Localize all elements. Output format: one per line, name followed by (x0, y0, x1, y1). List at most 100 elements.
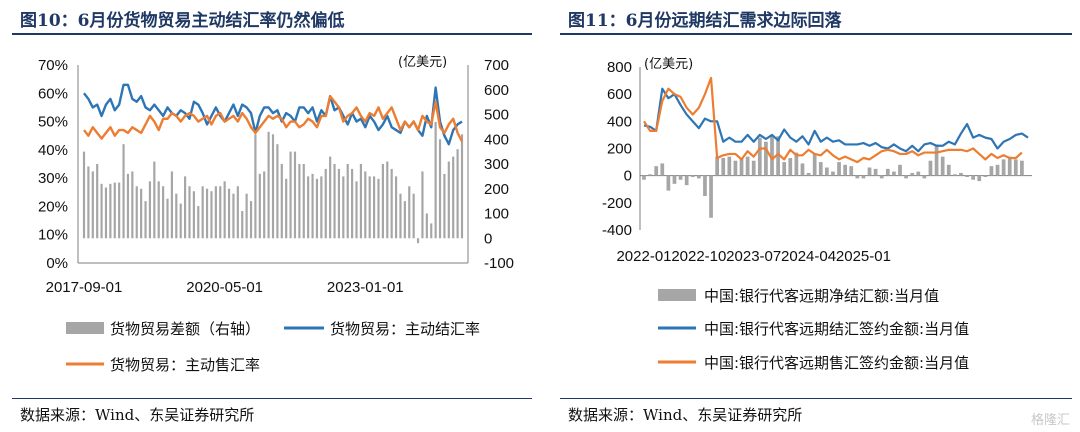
bar (690, 175, 695, 178)
bar (153, 161, 156, 239)
bar (861, 175, 866, 179)
y-left-tick-label: 60% (38, 85, 68, 102)
bar (764, 141, 768, 176)
bar (824, 167, 829, 176)
bar (934, 144, 939, 176)
legend-swatch-bar (658, 289, 696, 301)
y-right-tick-label: 400 (484, 131, 509, 148)
bar (100, 183, 103, 239)
bar (118, 182, 121, 239)
unit-label: (亿美元) (644, 57, 693, 72)
bar (782, 162, 787, 176)
bar (276, 144, 279, 239)
bar (82, 151, 86, 239)
bar (184, 176, 187, 239)
bar (971, 175, 976, 180)
legend-label: 货物贸易：主动售汇率 (110, 356, 260, 374)
bar (104, 187, 108, 239)
bar (311, 173, 314, 239)
bar (355, 181, 358, 239)
source-rule (12, 398, 532, 399)
bar (1013, 159, 1018, 176)
y-tick-label: 400 (607, 113, 632, 130)
bar (175, 193, 178, 239)
bar (333, 164, 336, 239)
bar (946, 164, 951, 176)
bar (684, 175, 689, 186)
bar (904, 175, 908, 179)
bar (412, 193, 415, 239)
bar (192, 191, 195, 239)
bar (131, 171, 134, 239)
bar (289, 151, 292, 239)
title-rule (560, 33, 1072, 35)
bar (390, 168, 393, 239)
source-note: 数据来源：Wind、东吴证券研究所 (568, 406, 803, 424)
y-right-tick-label: 500 (484, 107, 509, 124)
bar (879, 175, 884, 179)
bar (109, 183, 112, 239)
legend-label: 中国:银行代客远期结汇签约金额:当月值 (704, 320, 969, 338)
bar (642, 175, 646, 180)
bar (1020, 160, 1024, 176)
x-tick-label: 2017-09-01 (46, 279, 123, 296)
bar (271, 134, 275, 239)
bar (201, 186, 204, 239)
y-tick-label: 600 (607, 86, 632, 103)
y-tick-label: 200 (607, 141, 632, 158)
bar (776, 136, 780, 176)
bar (794, 152, 799, 176)
bar (751, 160, 756, 176)
right-figure: 图11：6月份远期结汇需求边际回落 -400 -200 0 200 400 600 800 (… (548, 0, 1080, 432)
bar (386, 161, 389, 239)
bar (144, 201, 147, 239)
figure-title: 图11：6月份远期结汇需求边际回落 (568, 11, 842, 31)
bar (739, 158, 744, 176)
bar (166, 198, 169, 239)
bar (703, 175, 707, 197)
bar (1007, 156, 1012, 176)
bar (337, 168, 341, 239)
y-tick-label: 800 (607, 59, 632, 76)
bar (351, 168, 354, 239)
bar (745, 156, 750, 176)
bar (135, 186, 138, 239)
bar (91, 171, 94, 239)
source-rule (560, 398, 1072, 399)
bar (302, 164, 305, 239)
bar (381, 164, 384, 239)
bar (770, 134, 774, 176)
bar (965, 175, 969, 178)
legend-label: 货物贸易差额（右轴） (110, 320, 260, 338)
bar (443, 173, 446, 239)
y-left-tick-label: 20% (38, 198, 68, 215)
bar (456, 149, 459, 239)
bar (346, 164, 349, 239)
unit-label: (亿美元) (398, 55, 447, 70)
y-right-tick-label: 700 (484, 57, 509, 74)
bar (910, 172, 915, 176)
bar (179, 203, 182, 239)
bar (223, 181, 226, 239)
bar (96, 164, 99, 239)
bar (403, 201, 406, 239)
x-tick-label: 2023-01-01 (327, 279, 404, 296)
bar (788, 158, 793, 176)
bar (727, 156, 732, 176)
bar (425, 213, 428, 239)
bar (672, 175, 677, 184)
bar (241, 211, 244, 239)
bar (460, 134, 464, 239)
bar (733, 160, 738, 176)
bar (219, 186, 222, 239)
watermark-logo: 格隆汇 (1030, 413, 1070, 428)
bar (408, 186, 411, 239)
bar (315, 178, 319, 239)
bar (258, 173, 261, 239)
x-tick-label: 2024-04 (781, 248, 836, 265)
bar (148, 181, 152, 239)
series-line-sell-rate (83, 94, 464, 142)
y-left-tick-label: 0% (46, 255, 68, 272)
bar (140, 188, 143, 239)
bar (831, 171, 835, 176)
